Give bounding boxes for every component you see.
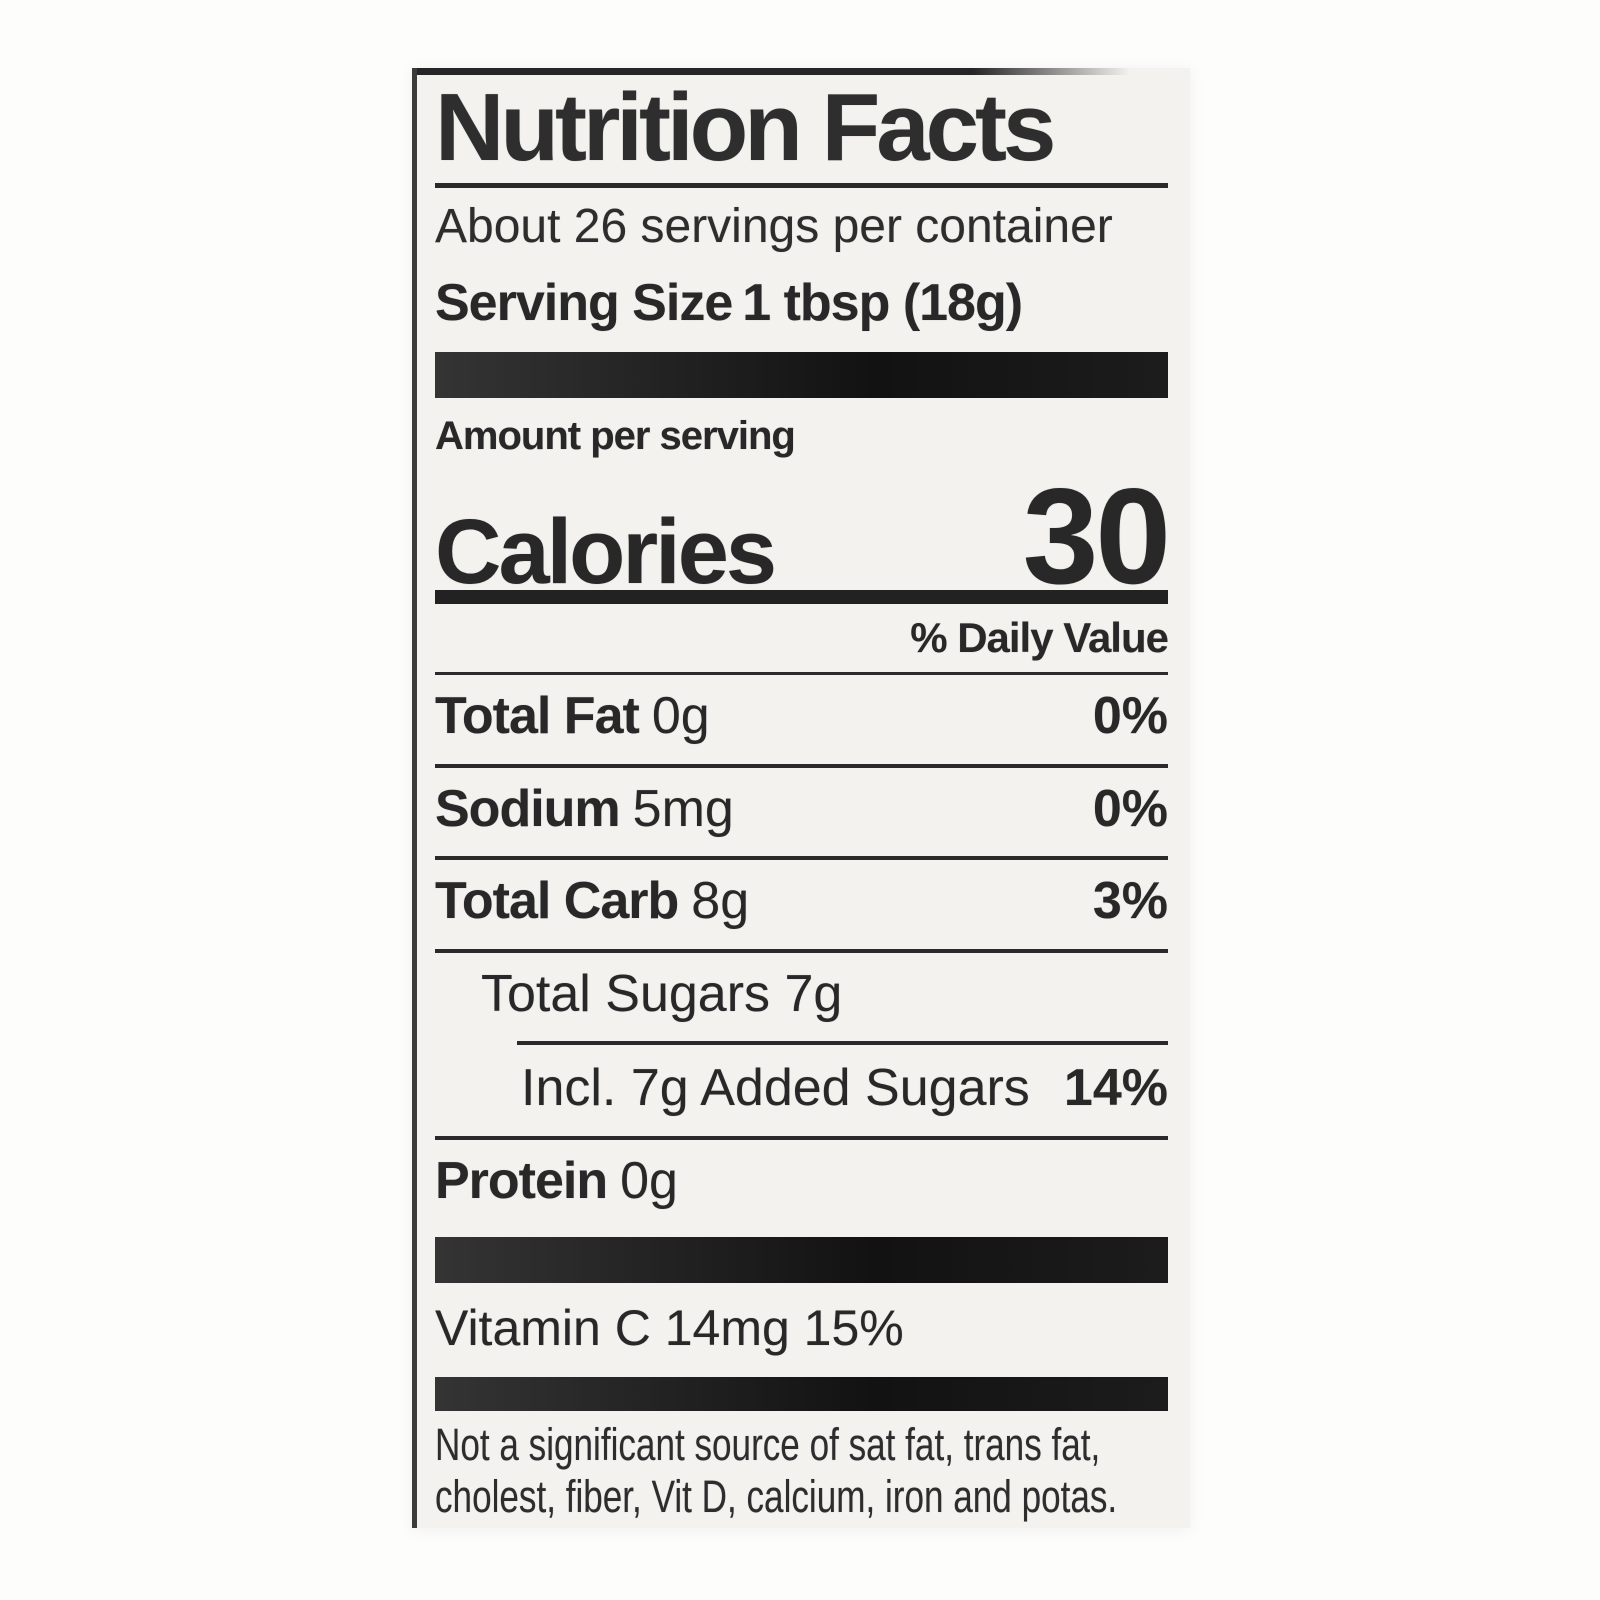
nutrient-amount: 0g [651,686,710,745]
section-bar-top [435,351,1168,398]
nutrient-amount: 0g [620,1151,678,1210]
nutrient-text: Total Fat 0g [435,689,710,744]
nutrient-amount: 8g [691,872,750,931]
nutrient-name: Total Carb [435,872,679,931]
footnote-line-2: cholest, fiber, Vit D, calcium, iron and… [435,1471,1118,1523]
serving-size-label: Serving Size [435,273,733,332]
section-bar-middle [435,1236,1168,1283]
vitamin-c-line: Vitamin C 14mg 15% [435,1299,904,1356]
nutrient-daily-value: 0% [1092,779,1168,838]
nutrient-name: Total Fat [435,686,640,745]
nutrient-amount: Incl. 7g Added Sugars [521,1059,1030,1118]
nutrient-text: Incl. 7g Added Sugars [521,1061,1030,1116]
nutrient-row-total-carb: Total Carb 8g 3% [435,856,1168,949]
nutrient-name: Protein [435,1151,608,1210]
added-sugars-divider [517,1041,1168,1046]
title-divider [435,183,1168,188]
nutrient-amount: Total Sugars 7g [481,964,843,1023]
nutrient-row-added-sugars: Incl. 7g Added Sugars 14% [435,1045,1168,1136]
servings-per-container: About 26 servings per container [435,200,1113,253]
calories-value: 30 [1022,459,1171,612]
serving-size-value: 1 tbsp (18g) [742,273,1023,332]
nutrient-text: Protein 0g [435,1154,678,1209]
serving-size-line: Serving Size 1 tbsp (18g) [435,272,1168,334]
calories-divider [435,589,1168,604]
nutrient-row-sodium: Sodium 5mg 0% [435,763,1168,857]
nutrient-daily-value: 3% [1092,872,1168,931]
nutrient-row-total-fat: Total Fat 0g 0% [435,675,1168,764]
footnote-line-1: Not a significant source of sat fat, tra… [435,1418,1101,1470]
calories-label: Calories [435,500,777,603]
nutrient-row-total-sugars: Total Sugars 7g [435,948,1168,1042]
nutrient-daily-value: 0% [1092,686,1168,745]
calories-row: Calories 30 [435,458,1171,612]
nutrient-text: Total Sugars 7g [481,964,843,1023]
nutrient-name: Sodium [435,779,621,838]
nutrient-daily-value: 14% [1063,1059,1168,1118]
nutrient-text: Sodium 5mg [435,779,734,838]
footnote: Not a significant source of sat fat, tra… [435,1419,1167,1524]
daily-value-header: % Daily Value [910,613,1169,661]
nutrition-facts-title: Nutrition Facts [435,74,1056,181]
nutrient-text: Total Carb 8g [435,874,749,929]
nutrient-row-protein: Protein 0g [435,1135,1168,1229]
amount-per-serving-label: Amount per serving [435,413,796,458]
nutrition-facts-panel: Nutrition Facts About 26 servings per co… [412,68,1190,1528]
label-top-edge [417,68,1130,75]
nutrient-amount: 5mg [632,779,734,838]
section-bar-bottom [435,1376,1168,1411]
daily-value-divider [435,671,1168,675]
